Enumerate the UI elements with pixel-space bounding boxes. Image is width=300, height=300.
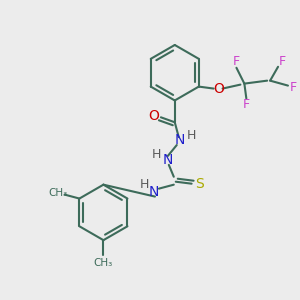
Text: H: H	[151, 148, 160, 161]
Text: N: N	[149, 184, 159, 199]
Text: F: F	[233, 55, 240, 68]
Text: O: O	[213, 82, 224, 96]
Text: N: N	[175, 133, 185, 147]
Text: F: F	[290, 81, 296, 94]
Text: O: O	[148, 109, 159, 123]
Text: CH₃: CH₃	[94, 258, 113, 268]
Text: S: S	[195, 177, 204, 191]
Text: F: F	[243, 98, 250, 111]
Text: F: F	[278, 55, 286, 68]
Text: CH₃: CH₃	[48, 188, 67, 198]
Text: H: H	[187, 129, 196, 142]
Text: H: H	[140, 178, 149, 191]
Text: N: N	[163, 153, 173, 167]
